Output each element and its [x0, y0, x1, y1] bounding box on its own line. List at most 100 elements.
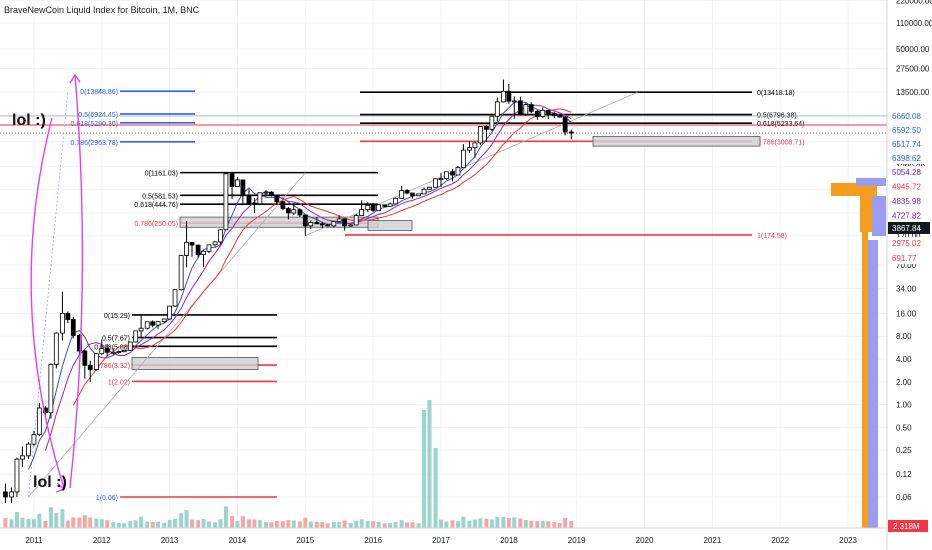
candle-body	[127, 341, 133, 351]
volume-bar	[162, 522, 167, 528]
fib-level-label: 0.5(581.53)	[142, 193, 178, 200]
volume-bar	[506, 517, 511, 528]
volume-bar	[478, 518, 483, 528]
arrow-down	[30, 117, 65, 489]
price-label: 4727.82	[892, 212, 921, 221]
candle-body	[36, 407, 42, 436]
candle-body	[82, 350, 88, 366]
candle-body	[365, 204, 371, 210]
candle-body	[31, 434, 37, 445]
x-tick-label: 2013	[161, 536, 179, 545]
volume-bar	[472, 519, 477, 528]
fib-level-label: 0.786(3.32)	[94, 363, 130, 370]
volume-bar	[280, 521, 285, 528]
volume-bar	[552, 522, 557, 528]
candle-body	[195, 244, 201, 255]
candle-body	[421, 188, 427, 195]
price-label-bg	[888, 152, 930, 164]
candle-body	[14, 458, 20, 493]
x-tick-label: 2021	[703, 536, 721, 545]
volume-bar	[444, 521, 449, 528]
volume-bar	[65, 520, 70, 528]
fib-level-label: 1(2.02)	[108, 379, 130, 386]
candle-body	[336, 218, 342, 222]
fib-level-label: 0.786(3008.71)	[757, 139, 804, 146]
fib-level-label: 1(174.58)	[757, 233, 787, 240]
candle-body	[76, 334, 82, 352]
y-tick-label: 1.00	[896, 401, 912, 410]
volume-bar	[167, 519, 172, 528]
volume-bar	[489, 519, 494, 528]
price-label-bg	[888, 195, 930, 207]
y-tick-label: 0.50	[896, 423, 912, 432]
volume-bar	[393, 521, 398, 528]
volume-bar	[48, 507, 53, 528]
candle-body	[121, 349, 127, 353]
candle-body	[26, 443, 31, 457]
candle-body	[60, 313, 65, 334]
candle-body	[246, 195, 252, 204]
volume-bar	[218, 519, 223, 528]
candle-body	[87, 364, 93, 370]
y-tick-label: 220000.00	[896, 0, 932, 5]
candle-body	[110, 351, 116, 354]
volume-bar	[320, 522, 325, 528]
volume-bar	[410, 522, 415, 528]
volume-bar	[303, 517, 308, 528]
candle-body	[517, 100, 523, 115]
candle-body	[178, 255, 184, 291]
y-tick-label: 0.12	[896, 470, 912, 479]
volume-bar	[156, 521, 161, 528]
candle-body	[562, 116, 568, 133]
volume-bar	[529, 520, 534, 528]
arrow-up	[69, 73, 81, 84]
volume-bar	[535, 521, 540, 528]
volume-bar	[467, 520, 472, 528]
candle-body	[325, 224, 331, 227]
x-tick-label: 2017	[432, 536, 450, 545]
candle-body	[319, 223, 325, 226]
volume-bar	[540, 520, 545, 528]
candle-body	[460, 149, 466, 169]
volume-label-bg	[888, 520, 928, 532]
zone-box	[131, 356, 259, 370]
fib-level-label: 1(0.06)	[96, 495, 118, 502]
candle-body	[144, 321, 150, 329]
candle-body	[348, 224, 354, 227]
fib-level-label: 0(13418.18)	[757, 90, 795, 97]
volume-bar	[77, 517, 82, 528]
volume-bar	[523, 519, 528, 528]
moving-average-line	[45, 104, 572, 451]
candle-body	[568, 131, 574, 134]
volume-bar	[37, 513, 42, 528]
candle-body	[399, 190, 405, 199]
volume-bar	[20, 517, 25, 528]
price-label-bg	[888, 222, 930, 234]
candle-body	[359, 209, 365, 216]
price-label-bg	[888, 110, 930, 122]
candle-body	[93, 353, 99, 370]
candle-body	[257, 192, 263, 205]
volume-bar	[201, 518, 206, 528]
candle-body	[229, 173, 235, 187]
volume-bar	[54, 513, 59, 528]
price-label: 6398.62	[892, 154, 921, 163]
candle-body	[252, 202, 257, 205]
candle-body	[308, 222, 314, 227]
time-axis: 2011 2012 2013 2014 2015 2016 2017 2018 2019 2020…	[0, 527, 887, 545]
fib-level-label: 0(15.29)	[104, 313, 130, 320]
volume-label: 2.318M	[893, 522, 920, 531]
volume-profile-bar	[868, 240, 878, 528]
volume-bar	[399, 520, 404, 528]
price-label-bg	[888, 209, 930, 222]
volume-bar	[99, 519, 104, 528]
candle-body	[172, 289, 178, 307]
x-tick-label: 2023	[839, 536, 857, 545]
volume-bar	[246, 519, 251, 528]
volume-bar	[314, 521, 319, 528]
volume-bar	[184, 509, 189, 528]
candle-body	[3, 491, 8, 498]
arrows	[30, 73, 84, 493]
volume-bar	[133, 520, 138, 528]
